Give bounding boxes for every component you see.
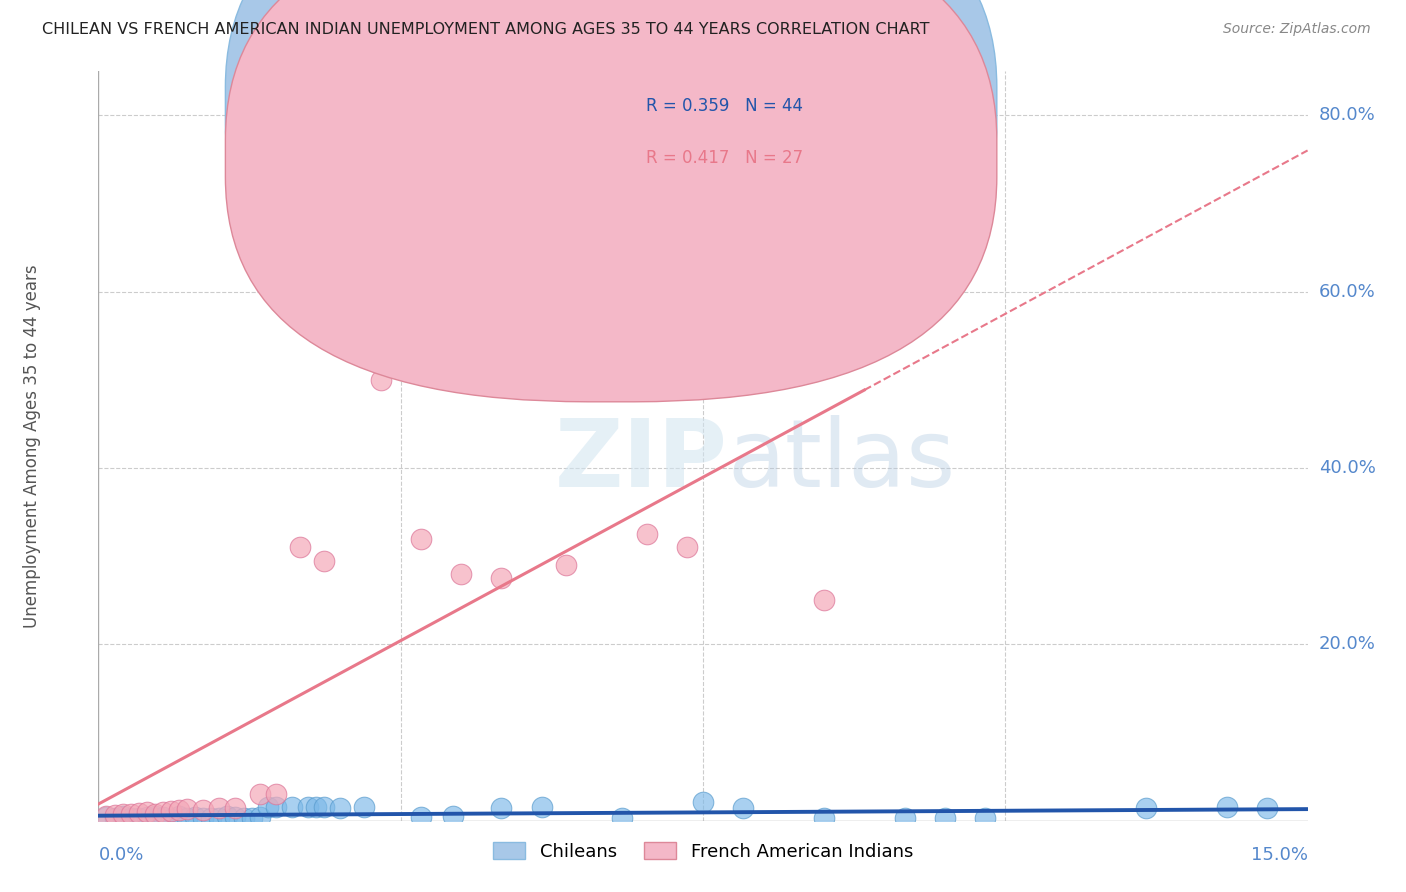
Point <box>120 811 142 825</box>
Point <box>193 803 215 817</box>
Point <box>305 799 328 814</box>
Point <box>217 809 239 823</box>
FancyBboxPatch shape <box>225 0 997 401</box>
Point <box>128 811 150 825</box>
Point <box>813 811 835 825</box>
Point <box>103 808 125 822</box>
Point <box>232 811 254 825</box>
FancyBboxPatch shape <box>225 0 997 350</box>
Point <box>370 373 392 387</box>
Point <box>111 809 134 823</box>
FancyBboxPatch shape <box>558 68 945 199</box>
Point <box>224 810 246 824</box>
Text: 0.0%: 0.0% <box>98 846 143 863</box>
Text: R = 0.417   N = 27: R = 0.417 N = 27 <box>647 149 803 168</box>
Point <box>120 806 142 821</box>
Text: R = 0.359   N = 44: R = 0.359 N = 44 <box>647 97 803 115</box>
Point <box>329 293 352 308</box>
Point <box>974 811 997 825</box>
Point <box>450 566 472 581</box>
Text: atlas: atlas <box>727 415 956 507</box>
Point <box>200 811 222 825</box>
Point <box>813 593 835 607</box>
Point <box>636 527 658 541</box>
Point <box>193 811 215 825</box>
Point <box>1256 801 1278 815</box>
Point <box>555 558 578 572</box>
Point <box>1135 801 1157 815</box>
Point <box>491 571 513 585</box>
Text: 80.0%: 80.0% <box>1319 106 1375 125</box>
Text: 40.0%: 40.0% <box>1319 459 1375 477</box>
Point <box>111 812 134 826</box>
Point <box>297 800 319 814</box>
Point <box>491 801 513 815</box>
Point <box>409 532 432 546</box>
Point <box>143 809 166 823</box>
Point <box>249 810 271 824</box>
Point <box>96 810 118 824</box>
Point <box>240 811 263 825</box>
Point <box>143 811 166 825</box>
Point <box>612 811 634 825</box>
Text: ZIP: ZIP <box>554 415 727 507</box>
Point <box>249 787 271 801</box>
Point <box>167 803 190 817</box>
Point <box>224 801 246 815</box>
Point <box>692 795 714 809</box>
Point <box>135 810 157 824</box>
Text: Unemployment Among Ages 35 to 44 years: Unemployment Among Ages 35 to 44 years <box>22 264 41 628</box>
Point <box>167 809 190 823</box>
Point <box>128 805 150 820</box>
Text: 60.0%: 60.0% <box>1319 283 1375 301</box>
Point <box>314 800 336 814</box>
Point <box>176 811 198 825</box>
Point <box>353 800 375 814</box>
Point <box>160 812 183 826</box>
Point <box>135 805 157 819</box>
Point <box>208 811 231 825</box>
Legend: Chileans, French American Indians: Chileans, French American Indians <box>485 835 921 868</box>
Text: 15.0%: 15.0% <box>1250 846 1308 863</box>
Point <box>264 800 287 814</box>
Text: Source: ZipAtlas.com: Source: ZipAtlas.com <box>1223 22 1371 37</box>
Point <box>111 807 134 822</box>
Point <box>530 800 553 814</box>
Point <box>288 541 311 555</box>
Point <box>160 804 183 818</box>
Point <box>208 801 231 815</box>
Point <box>256 800 278 814</box>
Point <box>264 787 287 801</box>
Point <box>143 806 166 821</box>
Point <box>676 541 699 555</box>
Point <box>281 799 304 814</box>
Point <box>184 810 207 824</box>
Point <box>152 805 174 819</box>
Point <box>96 809 118 823</box>
Point <box>314 553 336 567</box>
Point <box>441 809 464 823</box>
Point <box>733 801 755 815</box>
Point <box>152 810 174 824</box>
Text: 20.0%: 20.0% <box>1319 635 1375 653</box>
Point <box>103 811 125 825</box>
Point <box>329 801 352 815</box>
Point <box>934 811 956 825</box>
Point <box>893 811 915 825</box>
Point <box>176 802 198 816</box>
Point <box>409 810 432 824</box>
Text: CHILEAN VS FRENCH AMERICAN INDIAN UNEMPLOYMENT AMONG AGES 35 TO 44 YEARS CORRELA: CHILEAN VS FRENCH AMERICAN INDIAN UNEMPL… <box>42 22 929 37</box>
Point <box>1216 800 1239 814</box>
